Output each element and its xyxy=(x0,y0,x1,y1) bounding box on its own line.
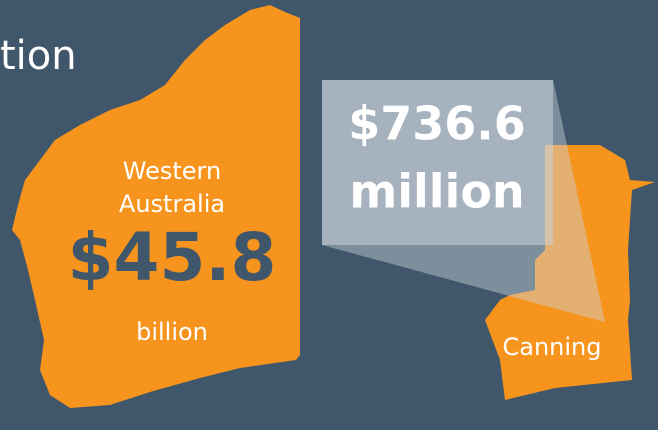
western-australia-map xyxy=(12,5,300,408)
region-unit: billion xyxy=(136,318,208,346)
heading: tion xyxy=(0,33,77,79)
region-value: $45.8 xyxy=(68,219,277,296)
callout-unit: million xyxy=(349,165,524,219)
region-name: Australia xyxy=(119,190,225,218)
region-name: Western xyxy=(123,157,221,185)
callout-pointer xyxy=(322,80,605,322)
callout-value: $736.6 xyxy=(348,97,526,151)
area-name: Canning xyxy=(503,333,602,361)
callout-box xyxy=(322,80,553,245)
canning-map xyxy=(485,145,655,400)
